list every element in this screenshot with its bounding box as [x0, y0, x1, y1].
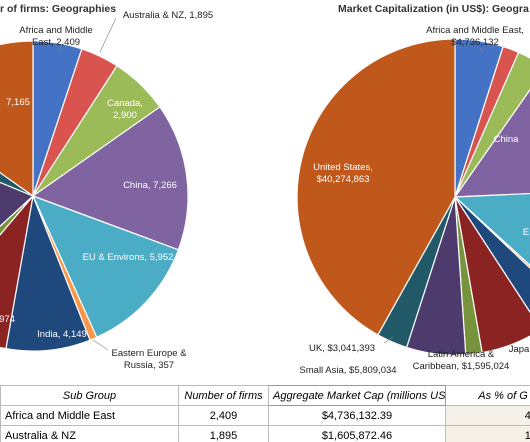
slice-label: 974 — [0, 314, 15, 325]
pie-slice — [0, 40, 34, 198]
table-header: Sub Group Number of firms Aggregate Mark… — [0, 385, 530, 406]
slice-label: Small Asia, $5,809,034 — [299, 365, 397, 376]
slice-label: Japa — [508, 344, 530, 355]
header-cell: Aggregate Market Cap (millions US $( — [268, 385, 446, 406]
pie-slice — [5, 193, 91, 352]
header-cell: Number of firms — [178, 385, 269, 406]
cell: 2,409 — [178, 405, 269, 426]
chart-title: r of firms: Geographies — [0, 3, 117, 15]
slice-label: Eastern Europe & Russia, 357 — [111, 348, 187, 371]
slice-label: 7,165 — [6, 97, 30, 108]
table-row: Australia & NZ 1,895 $1,605,872.46 1.65% — [0, 425, 530, 442]
pie-slice — [31, 106, 189, 251]
leader-line — [59, 44, 63, 50]
slice-label: Australia & NZ, 1,895 — [122, 10, 214, 21]
chart-title: Market Capitalization (in US$): Geogra — [338, 3, 529, 15]
slice-label: E — [522, 227, 530, 238]
header-cell: As % of G — [445, 385, 530, 406]
cell: $4,736,132.39 — [268, 405, 446, 426]
cell: 1,895 — [178, 425, 269, 442]
slice-label: China, 7,266 — [123, 180, 177, 191]
data-table: Sub Group Number of firms Aggregate Mark… — [0, 385, 530, 442]
leader-line — [383, 336, 394, 344]
table-row: Africa and Middle East 2,409 $4,736,132.… — [0, 405, 530, 426]
cell: 1.65% — [445, 425, 530, 442]
cell: Africa and Middle East — [0, 405, 179, 426]
pie-slice — [0, 193, 34, 350]
cell: 4.88% — [445, 405, 530, 426]
leader-line — [479, 47, 484, 53]
pie-slice — [453, 192, 530, 267]
slice-label: China — [493, 134, 519, 145]
pie-slice — [0, 181, 35, 227]
leader-line — [92, 339, 109, 351]
slice-label: EU & Environs, 5,952 — [82, 252, 174, 263]
slice-label: Latin America & Caribbean, $1,595,024 — [412, 349, 510, 372]
slice-label: United States, $40,274,863 — [313, 162, 373, 185]
slice-label: UK, $3,041,393 — [308, 343, 376, 354]
slice-label: India, 4,149 — [37, 329, 87, 340]
header-cell: Sub Group — [0, 385, 179, 406]
cell: Australia & NZ — [0, 425, 179, 442]
pie-slice — [296, 38, 456, 336]
cell: $1,605,872.46 — [268, 425, 446, 442]
leader-line — [99, 17, 117, 53]
slice-label: Africa and Middle East, 2,409 — [19, 25, 93, 48]
pie-slice — [454, 51, 530, 198]
pie-slice — [453, 88, 530, 198]
pie-slice — [31, 194, 180, 339]
slice-label: Africa and Middle East, $4,736,132 — [426, 25, 524, 48]
slice-label: Canada, 2,900 — [107, 98, 143, 121]
pie-slice — [0, 195, 34, 236]
